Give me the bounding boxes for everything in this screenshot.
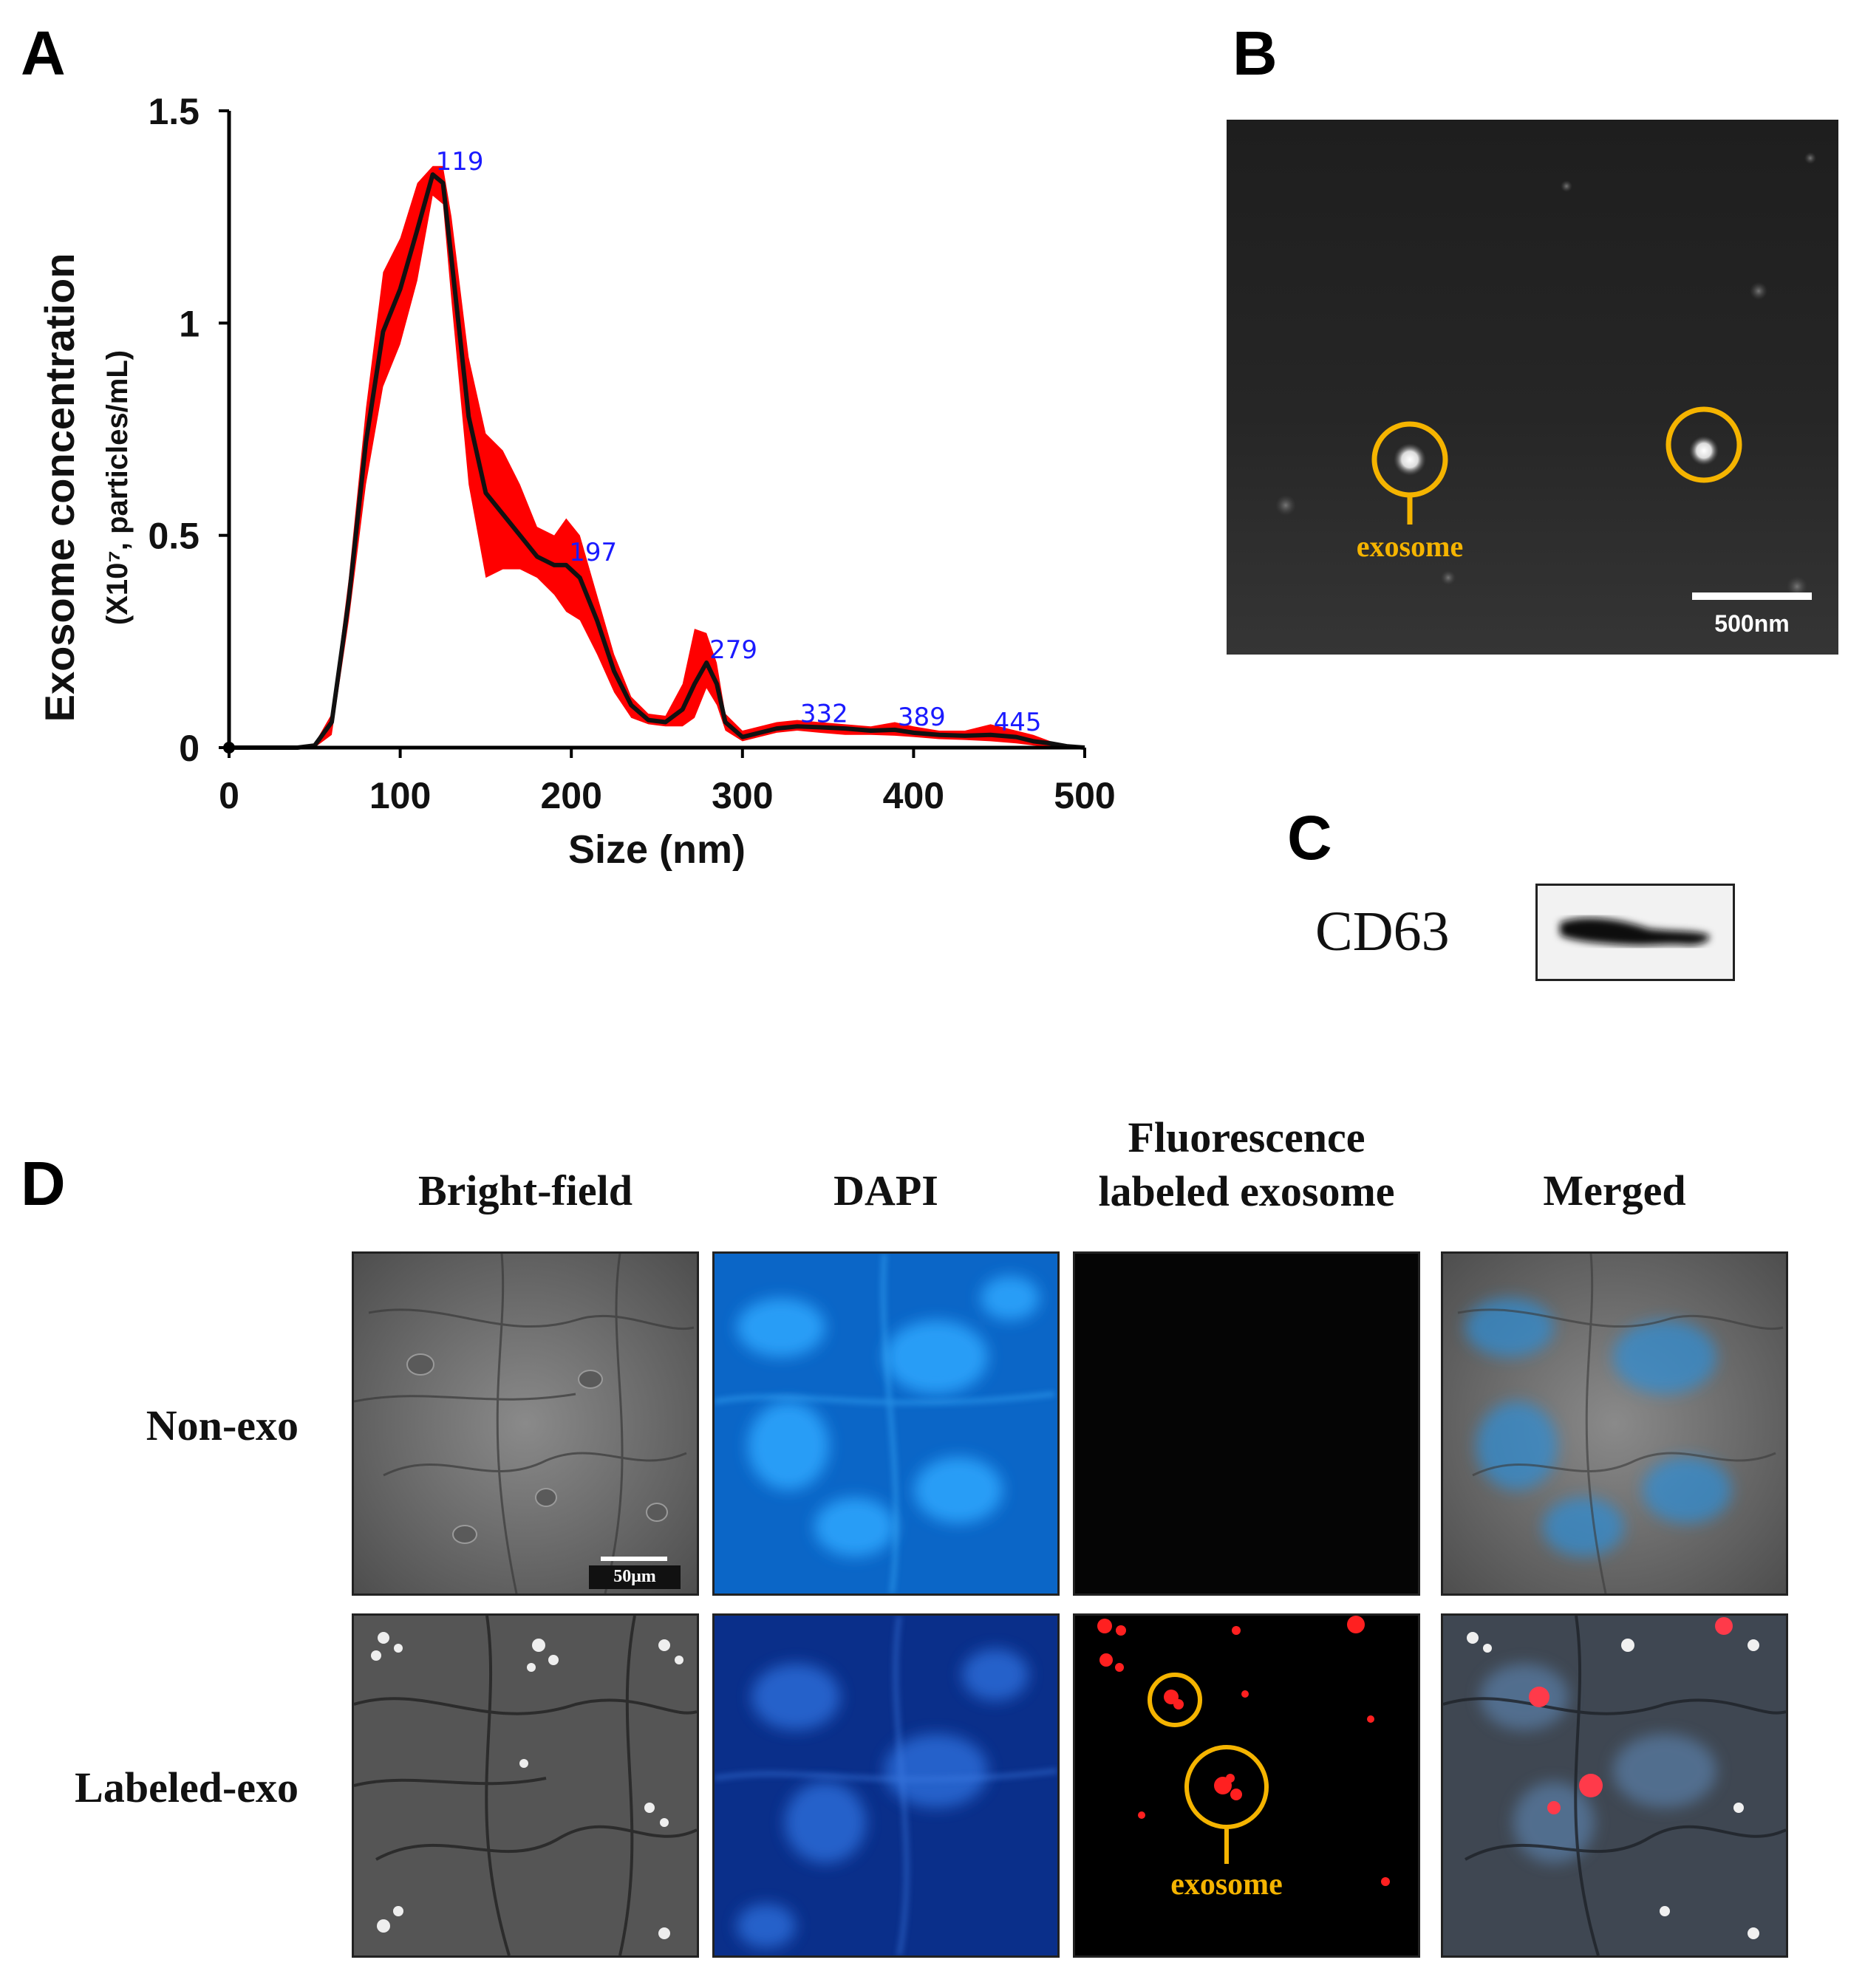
panel-d-letter: D	[21, 1149, 66, 1218]
image-non-exo-merged	[1441, 1251, 1788, 1596]
panel-a-letter: A	[21, 18, 66, 88]
x-tick-label: 200	[540, 775, 601, 816]
size-distribution-chart: 0 100 200 300 400 500 0 0.5 1 1.5 119 197 279 332 389…	[36, 91, 1116, 872]
image-labeled-exo-dapi	[712, 1613, 1060, 1958]
image-labeled-exo-merged	[1441, 1613, 1788, 1958]
scale-bar-background	[589, 1565, 681, 1589]
y-tick-label: 0	[179, 728, 200, 769]
row-label-non-exo: Non-exo	[146, 1401, 299, 1449]
y-tick-label: 1	[179, 303, 200, 344]
peak-labels-layer: 119 197 279 332 389 445	[436, 147, 1042, 737]
x-tick-label: 500	[1054, 775, 1115, 816]
exosome-highlight-circle	[1148, 1673, 1202, 1727]
cd63-label: CD63	[1315, 901, 1450, 963]
x-tick-label: 400	[883, 775, 944, 816]
exosome-label: exosome	[1170, 1868, 1283, 1902]
exosome-highlight-circle	[1665, 406, 1742, 483]
peak-label: 119	[436, 147, 484, 177]
x-tick-label: 0	[219, 775, 239, 816]
peak-label: 389	[898, 703, 946, 732]
column-header-fluorescence: Fluorescence labeled exosome	[1098, 1113, 1395, 1215]
exosome-label: exosome	[1356, 530, 1464, 563]
image-labeled-exo-bright-field	[352, 1613, 699, 1958]
image-labeled-exo-fluorescence: exosome	[1073, 1613, 1420, 1958]
peak-label: 197	[569, 538, 617, 567]
mean-concentration-line	[229, 172, 1085, 750]
error-band	[229, 165, 1085, 748]
panel-c-letter: C	[1287, 803, 1332, 872]
y-axis-sublabel: (X10⁷, particles/mL)	[101, 350, 134, 625]
image-non-exo-dapi	[712, 1251, 1060, 1596]
axes-layer: 0 100 200 300 400 500 0 0.5 1 1.5	[148, 91, 1115, 816]
image-non-exo-fluorescence	[1073, 1251, 1420, 1596]
column-header-bright-field: Bright-field	[418, 1167, 633, 1215]
exosome-particle	[1689, 436, 1719, 465]
y-tick-label: 0.5	[148, 516, 200, 557]
panel-b-letter: B	[1232, 18, 1278, 88]
scale-bar-label: 50μm	[613, 1567, 656, 1586]
image-non-exo-bright-field: 50μm	[352, 1251, 699, 1596]
x-tick-label: 300	[712, 775, 773, 816]
x-axis-label: Size (nm)	[568, 827, 746, 872]
exosome-particle	[1394, 443, 1426, 476]
scale-bar	[601, 1557, 667, 1561]
nta-video-frame: exosome 500nm	[1227, 120, 1838, 655]
x-tick-label: 100	[369, 775, 431, 816]
peak-label: 332	[800, 699, 848, 728]
mean-line-layer	[229, 172, 1085, 750]
peak-label: 445	[994, 708, 1042, 737]
error-band-layer	[229, 165, 1085, 748]
column-header-merged: Merged	[1543, 1167, 1686, 1215]
western-blot-band	[1535, 884, 1735, 981]
column-header-dapi: DAPI	[833, 1167, 938, 1215]
peak-label: 279	[709, 635, 757, 665]
y-tick-label: 1.5	[148, 91, 200, 132]
row-label-labeled-exo: Labeled-exo	[75, 1763, 299, 1811]
scale-bar-label: 500nm	[1714, 610, 1790, 637]
y-axis-label: Exosome concentration	[36, 253, 83, 723]
scale-bar	[1692, 592, 1812, 600]
